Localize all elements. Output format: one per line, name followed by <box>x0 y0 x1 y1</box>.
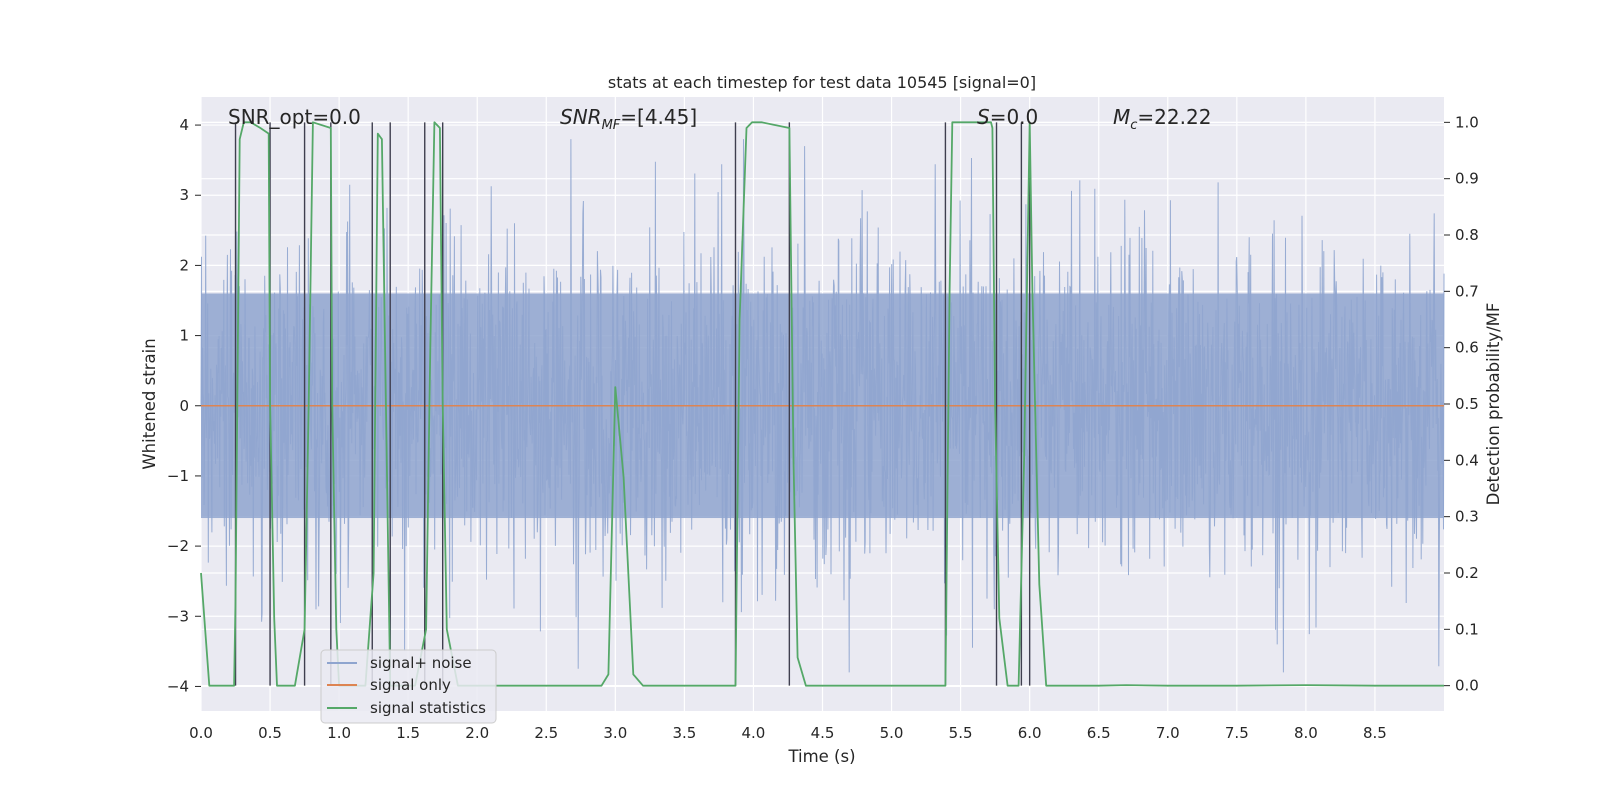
legend-label-noise: signal+ noise <box>370 654 472 672</box>
legend: signal+ noise signal only signal statist… <box>320 649 497 724</box>
right-y-tick-label: 0.2 <box>1455 564 1479 582</box>
mc-main: M <box>1113 105 1130 129</box>
x-axis-label: Time (s) <box>787 747 855 766</box>
x-tick-label: 3.5 <box>672 724 696 742</box>
s-value: =0.0 <box>990 105 1039 129</box>
x-tick-label: 4.5 <box>811 724 835 742</box>
x-tick-label: 1.0 <box>327 724 351 742</box>
x-tick-label: 7.0 <box>1156 724 1180 742</box>
snr-mf-value: =[4.45] <box>620 105 697 129</box>
x-tick-label: 5.0 <box>880 724 904 742</box>
x-tick-label: 0.0 <box>189 724 213 742</box>
y-tick-label: 2 <box>179 256 189 274</box>
x-tick-label: 1.5 <box>396 724 420 742</box>
right-y-tick-label: 0.9 <box>1455 170 1479 188</box>
right-y-tick-label: 0.0 <box>1455 677 1479 695</box>
s-annotation: S=0.0 <box>977 105 1038 129</box>
right-y-tick-label: 0.5 <box>1455 395 1479 413</box>
right-y-axis-ticks: 0.0 0.1 0.2 0.3 0.4 0.5 0.6 0.7 0.8 0.9 1.0 <box>1444 113 1479 695</box>
snr-opt-annotation: SNR_opt=0.0 <box>228 105 361 129</box>
x-axis-ticks: 0.0 0.5 1.0 1.5 2.0 2.5 3.0 3.5 4.0 4.5 5.0 5.5 6.0 6… <box>189 724 1387 742</box>
mc-value: =22.22 <box>1137 105 1211 129</box>
right-y-tick-label: 0.1 <box>1455 620 1479 638</box>
snr-mf-main: SNR <box>560 105 602 129</box>
x-tick-label: 7.5 <box>1225 724 1249 742</box>
statistics-line <box>200 121 1444 687</box>
x-tick-label: 8.0 <box>1294 724 1318 742</box>
y-tick-label: 3 <box>179 186 189 204</box>
right-y-axis-label: Detection probability/MF <box>1484 303 1503 506</box>
x-tick-label: 5.5 <box>949 724 973 742</box>
y-axis-ticks: −4 −3 −2 −1 0 1 2 3 4 <box>167 116 201 695</box>
x-tick-label: 2.5 <box>534 724 558 742</box>
x-tick-label: 8.5 <box>1363 724 1387 742</box>
y-axis-label: Whitened strain <box>140 338 159 469</box>
mc-subscript: c <box>1130 118 1137 133</box>
right-y-tick-label: 0.7 <box>1455 282 1479 300</box>
signal-statistics-series <box>200 121 1444 687</box>
right-y-tick-label: 0.6 <box>1455 339 1479 357</box>
x-tick-label: 0.5 <box>258 724 282 742</box>
y-tick-label: −4 <box>167 677 189 695</box>
right-y-tick-label: 0.8 <box>1455 226 1479 244</box>
x-tick-label: 3.0 <box>603 724 627 742</box>
x-tick-label: 2.0 <box>465 724 489 742</box>
y-tick-label: 4 <box>179 116 189 134</box>
x-tick-label: 6.0 <box>1018 724 1042 742</box>
right-y-tick-label: 1.0 <box>1455 113 1479 131</box>
y-tick-label: 1 <box>179 327 189 345</box>
y-tick-label: 0 <box>179 397 189 415</box>
y-tick-label: −1 <box>167 467 189 485</box>
x-tick-label: 4.0 <box>742 724 766 742</box>
y-tick-label: −3 <box>167 607 189 625</box>
right-y-tick-label: 0.4 <box>1455 451 1479 469</box>
s-main: S <box>977 105 990 129</box>
legend-label-statistics: signal statistics <box>370 699 486 717</box>
y-tick-label: −2 <box>167 537 189 555</box>
snr-mf-annotation: SNRMF=[4.45] <box>560 105 697 133</box>
legend-label-signal: signal only <box>370 676 451 694</box>
snr-mf-subscript: MF <box>602 118 621 133</box>
chart-title: stats at each timestep for test data 105… <box>608 73 1036 92</box>
x-tick-label: 6.5 <box>1087 724 1111 742</box>
right-y-tick-label: 0.3 <box>1455 508 1479 526</box>
mc-annotation: Mc=22.22 <box>1113 105 1211 133</box>
legend-box <box>320 649 497 724</box>
